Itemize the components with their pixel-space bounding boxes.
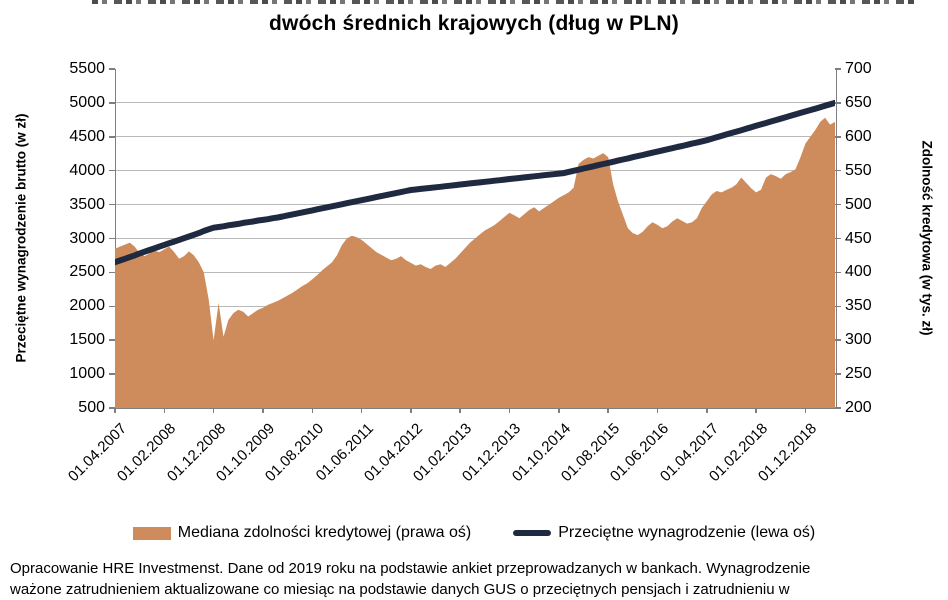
left-axis-tick-label: 3500 — [55, 197, 105, 213]
legend: Mediana zdolności kredytowej (prawa oś) … — [0, 517, 948, 549]
left-axis-tick — [109, 68, 115, 70]
right-axis-tick — [835, 407, 841, 409]
left-axis-tick — [109, 238, 115, 240]
right-axis-tick — [835, 102, 841, 104]
x-axis-tick — [361, 408, 363, 413]
left-axis-tick-label: 4500 — [55, 129, 105, 145]
right-axis-tick — [835, 136, 841, 138]
x-axis-tick — [213, 408, 215, 413]
chart-title: dwóch średnich krajowych (dług w PLN) — [0, 12, 948, 36]
left-axis-tick — [109, 170, 115, 172]
x-axis-tick — [262, 408, 264, 413]
x-axis-tick — [410, 408, 412, 413]
legend-item-median-creditworthiness: Mediana zdolności kredytowej (prawa oś) — [133, 524, 471, 542]
right-axis-tick-label: 250 — [845, 366, 895, 382]
right-axis-tick-label: 300 — [845, 332, 895, 348]
legend-label: Mediana zdolności kredytowej (prawa oś) — [178, 524, 471, 542]
line-swatch-icon — [513, 530, 551, 536]
x-axis-tick — [164, 408, 166, 413]
left-axis-tick — [109, 339, 115, 341]
x-axis-tick — [459, 408, 461, 413]
x-axis-tick — [114, 408, 116, 413]
left-axis-tick — [109, 306, 115, 308]
x-axis-tick — [558, 408, 560, 413]
left-axis-tick — [109, 102, 115, 104]
right-axis-tick-label: 550 — [845, 163, 895, 179]
right-axis-tick — [835, 170, 841, 172]
source-note-line1: Opracowanie HRE Investmenst. Dane od 201… — [10, 559, 940, 580]
left-axis-tick-label: 5500 — [55, 61, 105, 77]
legend-label: Przeciętne wynagrodzenie (lewa oś) — [558, 524, 815, 542]
left-axis-tick-label: 2500 — [55, 264, 105, 280]
area-series-median-creditworthiness — [115, 118, 835, 408]
legend-item-average-wage: Przeciętne wynagrodzenie (lewa oś) — [513, 524, 815, 542]
right-axis-tick — [835, 339, 841, 341]
left-axis-tick-label: 1000 — [55, 366, 105, 382]
area-swatch-icon — [133, 527, 171, 540]
left-axis-tick-label: 4000 — [55, 163, 105, 179]
right-axis-tick — [835, 204, 841, 206]
x-axis-tick — [805, 408, 807, 413]
right-axis-tick — [835, 238, 841, 240]
source-note-line2-cropped: ważone zatrudnieniem aktualizowane co mi… — [10, 580, 940, 600]
left-axis-tick-label: 500 — [55, 400, 105, 416]
x-axis-tick — [706, 408, 708, 413]
x-axis-tick — [509, 408, 511, 413]
right-axis-tick-label: 650 — [845, 95, 895, 111]
title-line1-cropped — [92, 0, 914, 4]
x-axis-tick — [657, 408, 659, 413]
left-axis-tick-label: 5000 — [55, 95, 105, 111]
left-axis-tick-label: 2000 — [55, 298, 105, 314]
right-axis-tick — [835, 306, 841, 308]
plot-svg — [115, 69, 835, 408]
right-axis-tick-label: 200 — [845, 400, 895, 416]
left-axis-tick — [109, 373, 115, 375]
source-note: Opracowanie HRE Investmenst. Dane od 201… — [10, 559, 940, 600]
right-axis-tick — [835, 373, 841, 375]
left-axis-tick — [109, 204, 115, 206]
right-axis-tick-label: 500 — [845, 197, 895, 213]
left-axis-tick-label: 3000 — [55, 231, 105, 247]
right-axis-tick-label: 600 — [845, 129, 895, 145]
x-axis-tick — [312, 408, 314, 413]
left-axis-tick — [109, 272, 115, 274]
right-axis-title: Zdolność kredytowa (w tys. zł) — [920, 140, 935, 335]
right-axis-tick — [835, 272, 841, 274]
x-axis-tick — [607, 408, 609, 413]
right-axis-tick — [835, 68, 841, 70]
left-axis-tick-label: 1500 — [55, 332, 105, 348]
right-axis-tick-label: 700 — [845, 61, 895, 77]
left-axis-title: Przeciętne wynagrodzenie brutto (w zł) — [14, 113, 29, 362]
right-axis-tick-label: 350 — [845, 298, 895, 314]
right-axis-tick-label: 400 — [845, 264, 895, 280]
left-axis-tick — [109, 136, 115, 138]
x-axis-tick — [755, 408, 757, 413]
right-axis-tick-label: 450 — [845, 231, 895, 247]
